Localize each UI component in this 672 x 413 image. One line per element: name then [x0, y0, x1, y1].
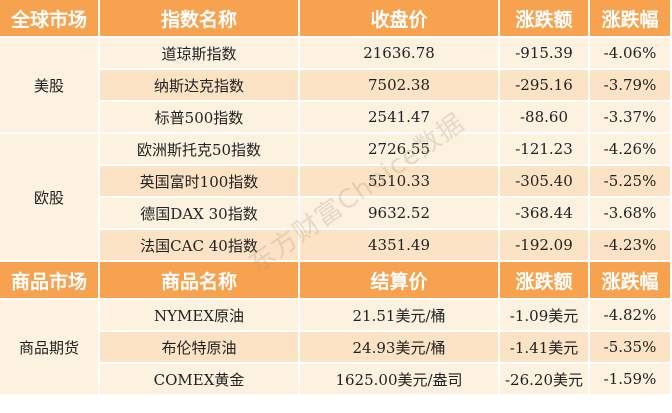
- table-row: 欧股 欧洲斯托克50指数 2726.55 -121.23 -4.26%: [0, 134, 672, 262]
- header-change-pct: 涨跌幅: [590, 0, 672, 38]
- table-row: COMEX黄金 1625.00美元/盎司 -26.20美元 -1.59%: [0, 364, 672, 396]
- change-value: -1.09美元: [500, 300, 590, 332]
- change-pct: -4.23%: [590, 230, 672, 262]
- close-price: 4351.49: [300, 230, 500, 262]
- close-price: 2726.55: [300, 134, 500, 166]
- change-pct: -5.25%: [590, 166, 672, 198]
- header-change: 涨跌额: [500, 0, 590, 38]
- index-name: 英国富时100指数: [100, 166, 300, 198]
- header-change: 涨跌额: [500, 262, 590, 300]
- market-table: 全球市场 指数名称 收盘价 涨跌额 涨跌幅 美股 道琼斯指数 21636.78 …: [0, 0, 672, 396]
- close-price: 21636.78: [300, 38, 500, 70]
- change-value: -1.41美元: [500, 332, 590, 364]
- close-price: 9632.52: [300, 198, 500, 230]
- change-pct: -4.82%: [590, 300, 672, 332]
- change-value: -295.16: [500, 70, 590, 102]
- header-market: 全球市场: [0, 0, 100, 38]
- change-value: -368.44: [500, 198, 590, 230]
- settle-price: 21.51美元/桶: [300, 300, 500, 332]
- header-close-price: 收盘价: [300, 0, 500, 38]
- header-settle-price: 结算价: [300, 262, 500, 300]
- header-commodity-name: 商品名称: [100, 262, 300, 300]
- change-value: -192.09: [500, 230, 590, 262]
- table-row: 德国DAX 30指数 9632.52 -368.44 -3.68%: [0, 198, 672, 230]
- change-value: -26.20美元: [500, 364, 590, 396]
- change-pct: -1.59%: [590, 364, 672, 396]
- table-row: 布伦特原油 24.93美元/桶 -1.41美元 -5.35%: [0, 332, 672, 364]
- market-group-eu: 欧股: [0, 134, 100, 262]
- index-name: 德国DAX 30指数: [100, 198, 300, 230]
- header-change-pct: 涨跌幅: [590, 262, 672, 300]
- header-commodity-market: 商品市场: [0, 262, 100, 300]
- table-header-global: 全球市场 指数名称 收盘价 涨跌额 涨跌幅: [0, 0, 672, 38]
- close-price: 5510.33: [300, 166, 500, 198]
- index-name: 法国CAC 40指数: [100, 230, 300, 262]
- change-value: -915.39: [500, 38, 590, 70]
- change-pct: -4.06%: [590, 38, 672, 70]
- commodity-name: 布伦特原油: [100, 332, 300, 364]
- change-pct: -3.37%: [590, 102, 672, 134]
- index-name: 标普500指数: [100, 102, 300, 134]
- table-row: 纳斯达克指数 7502.38 -295.16 -3.79%: [0, 70, 672, 102]
- close-price: 2541.47: [300, 102, 500, 134]
- table-row: 美股 道琼斯指数 21636.78 -915.39 -4.06%: [0, 38, 672, 134]
- market-group-commodities: 商品期货: [0, 300, 100, 396]
- index-name: 纳斯达克指数: [100, 70, 300, 102]
- close-price: 7502.38: [300, 70, 500, 102]
- table-row: 标普500指数 2541.47 -88.60 -3.37%: [0, 102, 672, 134]
- change-pct: -3.79%: [590, 70, 672, 102]
- change-value: -88.60: [500, 102, 590, 134]
- table-row: 英国富时100指数 5510.33 -305.40 -5.25%: [0, 166, 672, 198]
- index-name: 欧洲斯托克50指数: [100, 134, 300, 166]
- header-index-name: 指数名称: [100, 0, 300, 38]
- table-row: 法国CAC 40指数 4351.49 -192.09 -4.23%: [0, 230, 672, 262]
- index-name: 道琼斯指数: [100, 38, 300, 70]
- change-value: -121.23: [500, 134, 590, 166]
- change-pct: -4.26%: [590, 134, 672, 166]
- commodity-name: NYMEX原油: [100, 300, 300, 332]
- commodity-name: COMEX黄金: [100, 364, 300, 396]
- settle-price: 24.93美元/桶: [300, 332, 500, 364]
- table-header-commodities: 商品市场 商品名称 结算价 涨跌额 涨跌幅: [0, 262, 672, 300]
- market-group-us: 美股: [0, 38, 100, 134]
- table-row: 商品期货 NYMEX原油 21.51美元/桶 -1.09美元 -4.82%: [0, 300, 672, 396]
- change-value: -305.40: [500, 166, 590, 198]
- settle-price: 1625.00美元/盎司: [300, 364, 500, 396]
- change-pct: -3.68%: [590, 198, 672, 230]
- change-pct: -5.35%: [590, 332, 672, 364]
